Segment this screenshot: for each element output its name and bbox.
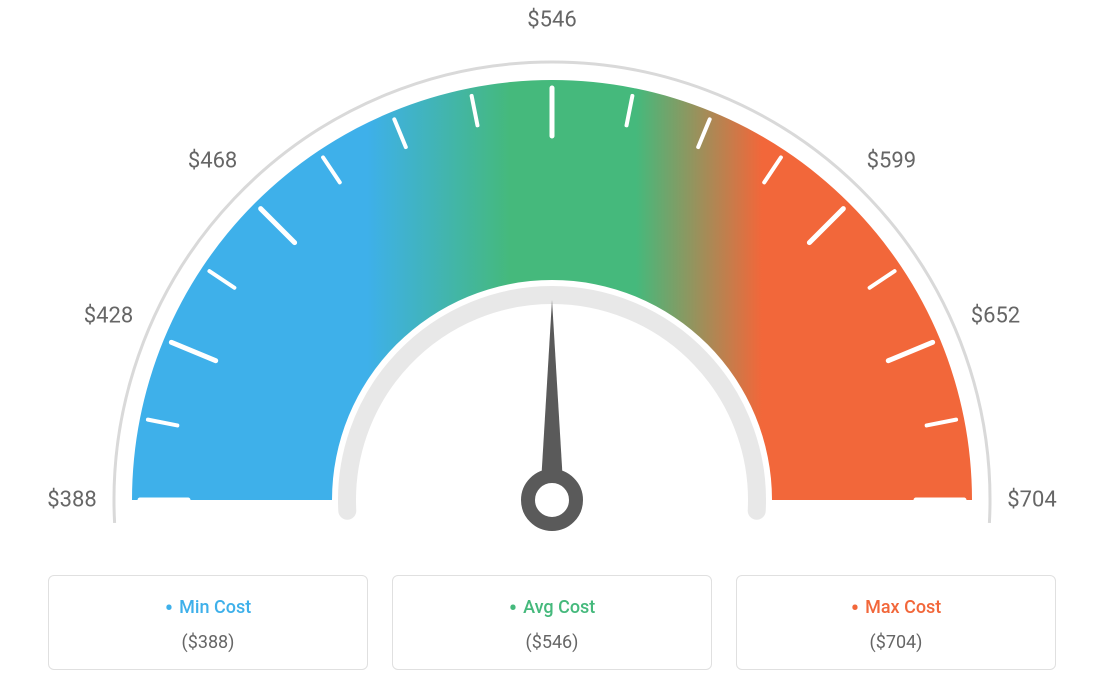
gauge-chart: $388 $428 $468 $546 $599 $652 $704 [0,0,1104,560]
legend-max-value: ($704) [747,632,1045,653]
gauge-tick-label: $704 [1007,488,1056,513]
legend-row: Min Cost ($388) Avg Cost ($546) Max Cost… [0,575,1104,670]
gauge-tick-label: $388 [47,488,96,513]
gauge-tick-label: $428 [84,304,133,329]
legend-card-max: Max Cost ($704) [736,575,1056,670]
gauge-tick-label: $546 [527,8,576,33]
legend-min-label: Min Cost [59,594,357,622]
gauge-tick-label: $652 [971,304,1020,329]
gauge-tick-label: $599 [867,148,916,173]
gauge-svg [0,0,1104,560]
legend-max-label: Max Cost [747,594,1045,622]
legend-card-avg: Avg Cost ($546) [392,575,712,670]
legend-avg-label: Avg Cost [403,594,701,622]
legend-min-value: ($388) [59,632,357,653]
gauge-tick-label: $468 [188,148,237,173]
legend-avg-value: ($546) [403,632,701,653]
legend-card-min: Min Cost ($388) [48,575,368,670]
